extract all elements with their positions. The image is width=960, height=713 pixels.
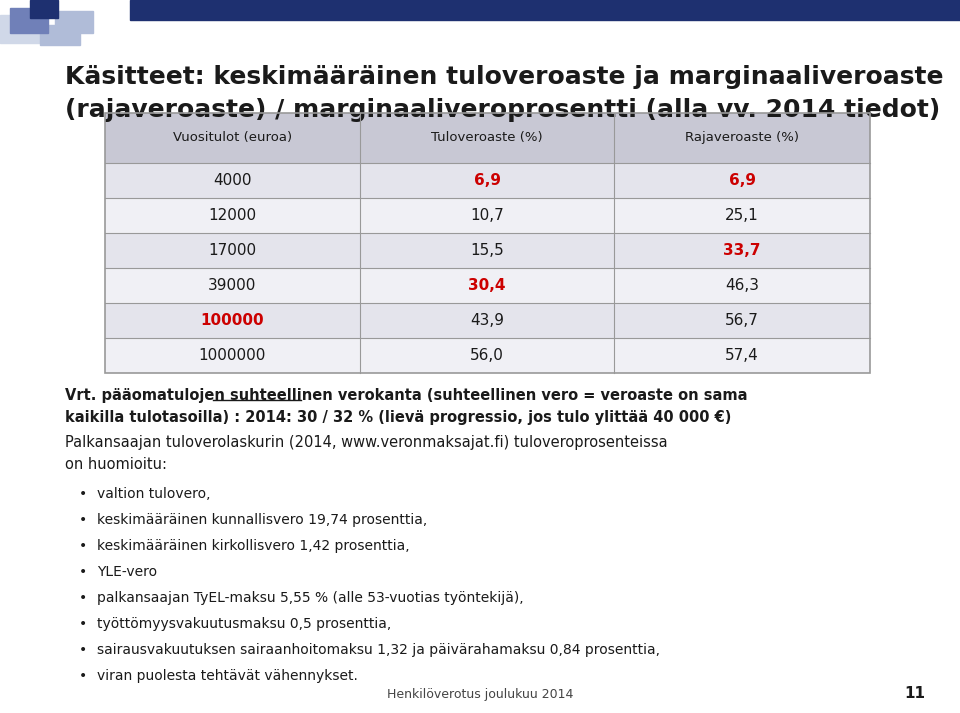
Text: 4000: 4000 — [213, 173, 252, 188]
Bar — [614, 233, 870, 268]
Text: 12000: 12000 — [208, 208, 256, 223]
Bar — [614, 198, 870, 233]
Text: Käsitteet: keskimääräinen tuloveroaste ja marginaaliveroaste: Käsitteet: keskimääräinen tuloveroaste j… — [65, 65, 944, 89]
Text: •: • — [79, 487, 87, 501]
Bar — [105, 268, 360, 303]
Bar — [360, 268, 614, 303]
Bar — [105, 198, 360, 233]
Text: 11: 11 — [904, 686, 925, 701]
Bar — [105, 113, 870, 373]
Text: 6,9: 6,9 — [473, 173, 500, 188]
Bar — [55, 11, 93, 33]
Text: 10,7: 10,7 — [470, 208, 504, 223]
Text: 100000: 100000 — [201, 313, 264, 328]
Bar — [614, 303, 870, 338]
Text: sairausvakuutuksen sairaanhoitomaksu 1,32 ja päivärahamaksu 0,84 prosenttia,: sairausvakuutuksen sairaanhoitomaksu 1,3… — [97, 643, 660, 657]
Text: •: • — [79, 591, 87, 605]
Bar — [130, 0, 960, 20]
Text: 33,7: 33,7 — [724, 243, 761, 258]
Text: 25,1: 25,1 — [726, 208, 759, 223]
Text: •: • — [79, 617, 87, 631]
Text: •: • — [79, 539, 87, 553]
Text: 46,3: 46,3 — [725, 278, 759, 293]
Bar — [614, 268, 870, 303]
Text: •: • — [79, 643, 87, 657]
Text: työttömyysvakuutusmaksu 0,5 prosenttia,: työttömyysvakuutusmaksu 0,5 prosenttia, — [97, 617, 392, 631]
Bar — [360, 303, 614, 338]
Bar — [360, 233, 614, 268]
Text: •: • — [79, 669, 87, 683]
Text: keskimääräinen kunnallisvero 19,74 prosenttia,: keskimääräinen kunnallisvero 19,74 prose… — [97, 513, 427, 527]
Text: on huomioitu:: on huomioitu: — [65, 457, 167, 472]
Text: (rajaveroaste) / marginaaliveroprosentti (alla vv. 2014 tiedot): (rajaveroaste) / marginaaliveroprosentti… — [65, 98, 940, 122]
Bar — [614, 163, 870, 198]
Text: 39000: 39000 — [208, 278, 256, 293]
Bar — [40, 25, 80, 45]
Bar — [30, 0, 58, 18]
Text: valtion tulovero,: valtion tulovero, — [97, 487, 210, 501]
Text: 30,4: 30,4 — [468, 278, 506, 293]
Text: Henkilöverotus joulukuu 2014: Henkilöverotus joulukuu 2014 — [387, 688, 573, 701]
Bar — [0, 15, 45, 43]
Text: Vuositulot (euroa): Vuositulot (euroa) — [173, 131, 292, 145]
Bar — [360, 113, 614, 163]
Text: 15,5: 15,5 — [470, 243, 504, 258]
Bar — [614, 338, 870, 373]
Text: Rajaveroaste (%): Rajaveroaste (%) — [685, 131, 800, 145]
Text: 56,0: 56,0 — [470, 348, 504, 363]
Text: 57,4: 57,4 — [726, 348, 759, 363]
Bar — [360, 338, 614, 373]
Bar — [105, 163, 360, 198]
Bar — [105, 233, 360, 268]
Text: viran puolesta tehtävät vähennykset.: viran puolesta tehtävät vähennykset. — [97, 669, 358, 683]
Bar — [105, 303, 360, 338]
Bar — [10, 8, 48, 33]
Text: 1000000: 1000000 — [199, 348, 266, 363]
Text: kaikilla tulotasoilla) : 2014: 30 / 32 % (lievä progressio, jos tulo ylittää 40 : kaikilla tulotasoilla) : 2014: 30 / 32 %… — [65, 410, 732, 425]
Text: 17000: 17000 — [208, 243, 256, 258]
Text: keskimääräinen kirkollisvero 1,42 prosenttia,: keskimääräinen kirkollisvero 1,42 prosen… — [97, 539, 410, 553]
Bar — [105, 338, 360, 373]
Text: 56,7: 56,7 — [726, 313, 759, 328]
Bar — [105, 113, 360, 163]
Text: Vrt. pääomatulojen suhteellinen verokanta (suhteellinen vero = veroaste on sama: Vrt. pääomatulojen suhteellinen verokant… — [65, 388, 748, 403]
Text: •: • — [79, 565, 87, 579]
Text: palkansaajan TyEL-maksu 5,55 % (alle 53-vuotias työntekijä),: palkansaajan TyEL-maksu 5,55 % (alle 53-… — [97, 591, 523, 605]
Text: •: • — [79, 513, 87, 527]
Text: Palkansaajan tuloverolaskurin (2014, www.veronmaksajat.fi) tuloveroprosenteissa: Palkansaajan tuloverolaskurin (2014, www… — [65, 435, 667, 450]
Text: 6,9: 6,9 — [729, 173, 756, 188]
Bar — [360, 198, 614, 233]
Text: YLE-vero: YLE-vero — [97, 565, 157, 579]
Bar — [614, 113, 870, 163]
Bar — [360, 163, 614, 198]
Text: 43,9: 43,9 — [470, 313, 504, 328]
Text: Tuloveroaste (%): Tuloveroaste (%) — [431, 131, 543, 145]
